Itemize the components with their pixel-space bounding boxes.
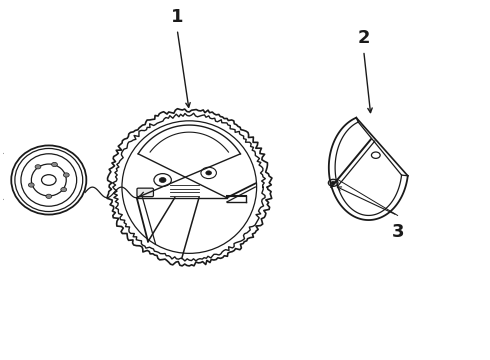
Circle shape bbox=[63, 173, 69, 177]
Circle shape bbox=[61, 188, 67, 192]
Circle shape bbox=[28, 183, 34, 187]
Text: 3: 3 bbox=[392, 222, 404, 240]
Circle shape bbox=[206, 171, 212, 175]
Text: 1: 1 bbox=[171, 8, 183, 26]
Text: 2: 2 bbox=[357, 29, 370, 47]
Circle shape bbox=[159, 177, 166, 183]
Circle shape bbox=[46, 194, 52, 198]
FancyBboxPatch shape bbox=[137, 188, 153, 197]
Circle shape bbox=[35, 165, 41, 169]
Circle shape bbox=[328, 179, 338, 186]
Circle shape bbox=[331, 181, 335, 184]
Circle shape bbox=[51, 162, 57, 167]
